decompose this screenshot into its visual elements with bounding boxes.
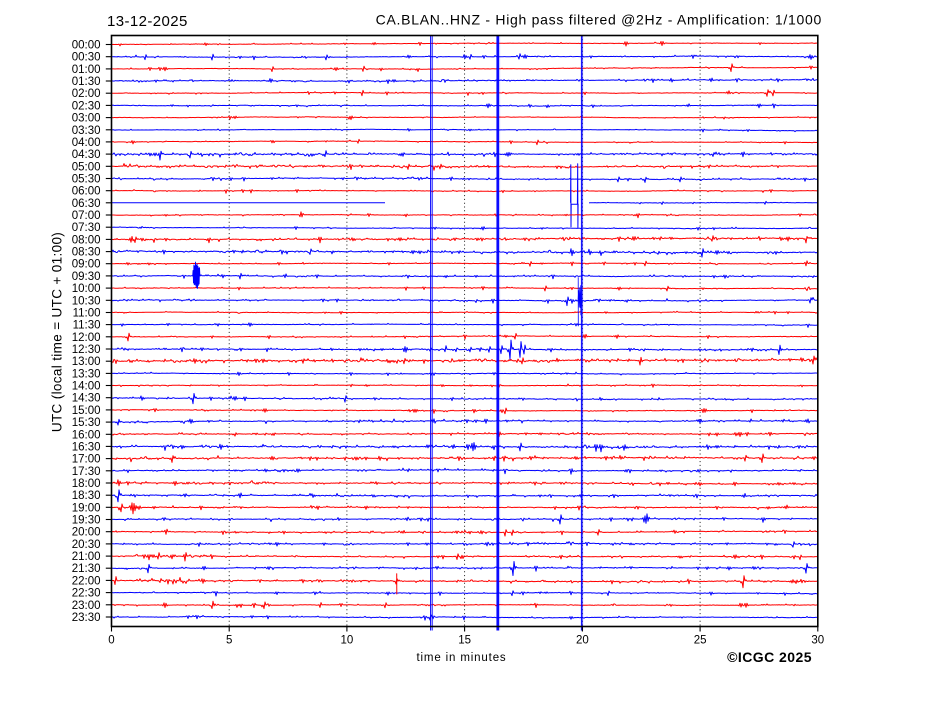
svg-text:16:00: 16:00	[72, 429, 101, 441]
svg-text:10: 10	[341, 635, 354, 647]
svg-text:10:30: 10:30	[72, 295, 101, 307]
svg-text:21:30: 21:30	[72, 563, 101, 575]
svg-text:06:00: 06:00	[72, 186, 101, 198]
svg-text:14:00: 14:00	[72, 381, 101, 393]
svg-text:13:30: 13:30	[72, 368, 101, 380]
svg-text:17:00: 17:00	[72, 454, 101, 466]
svg-text:23:00: 23:00	[72, 600, 101, 612]
svg-text:00:30: 00:30	[72, 52, 101, 64]
svg-text:12:30: 12:30	[72, 344, 101, 356]
svg-text:13-12-2025: 13-12-2025	[107, 13, 188, 30]
svg-text:20:30: 20:30	[72, 539, 101, 551]
svg-text:19:30: 19:30	[72, 515, 101, 527]
svg-text:23:30: 23:30	[72, 612, 101, 624]
svg-text:CA.BLAN..HNZ - High pass filte: CA.BLAN..HNZ - High pass filtered @2Hz -…	[376, 12, 822, 28]
svg-text:10:00: 10:00	[72, 283, 101, 295]
svg-text:18:30: 18:30	[72, 490, 101, 502]
svg-text:02:30: 02:30	[72, 100, 101, 112]
svg-text:00:00: 00:00	[72, 40, 101, 52]
svg-text:11:30: 11:30	[73, 320, 101, 332]
svg-text:14:30: 14:30	[72, 393, 101, 405]
svg-text:18:00: 18:00	[72, 478, 101, 490]
svg-text:05:00: 05:00	[72, 161, 101, 173]
svg-text:06:30: 06:30	[72, 198, 101, 210]
svg-text:04:00: 04:00	[72, 137, 101, 149]
svg-text:19:00: 19:00	[72, 502, 101, 514]
svg-text:15:30: 15:30	[72, 417, 101, 429]
svg-text:17:30: 17:30	[72, 466, 101, 478]
svg-text:07:30: 07:30	[72, 222, 101, 234]
svg-text:01:00: 01:00	[72, 64, 101, 76]
svg-text:12:00: 12:00	[72, 332, 101, 344]
svg-text:16:30: 16:30	[72, 441, 101, 453]
svg-text:03:00: 03:00	[72, 113, 101, 125]
svg-text:08:00: 08:00	[72, 234, 101, 246]
svg-text:©ICGC 2025: ©ICGC 2025	[727, 649, 812, 665]
svg-text:25: 25	[694, 635, 707, 647]
svg-text:03:30: 03:30	[72, 125, 101, 137]
svg-text:09:30: 09:30	[72, 271, 101, 283]
svg-text:08:30: 08:30	[72, 247, 101, 259]
svg-text:05:30: 05:30	[72, 174, 101, 186]
svg-text:21:00: 21:00	[72, 551, 101, 563]
svg-text:15:00: 15:00	[72, 405, 101, 417]
svg-text:04:30: 04:30	[72, 149, 101, 161]
svg-text:11:00: 11:00	[73, 308, 101, 320]
svg-text:01:30: 01:30	[72, 76, 101, 88]
svg-text:09:00: 09:00	[72, 259, 101, 271]
svg-text:07:00: 07:00	[72, 210, 101, 222]
svg-text:22:30: 22:30	[72, 588, 101, 600]
svg-text:02:00: 02:00	[72, 88, 101, 100]
svg-text:22:00: 22:00	[72, 575, 101, 587]
svg-text:time in minutes: time in minutes	[416, 652, 506, 664]
svg-text:20: 20	[576, 635, 589, 647]
svg-text:20:00: 20:00	[72, 527, 101, 539]
svg-text:30: 30	[811, 635, 824, 647]
svg-text:5: 5	[226, 635, 232, 647]
svg-text:UTC (local time = UTC + 01:00): UTC (local time = UTC + 01:00)	[50, 232, 65, 432]
svg-text:13:00: 13:00	[72, 356, 101, 368]
svg-text:0: 0	[108, 635, 114, 647]
svg-text:15: 15	[458, 635, 471, 647]
